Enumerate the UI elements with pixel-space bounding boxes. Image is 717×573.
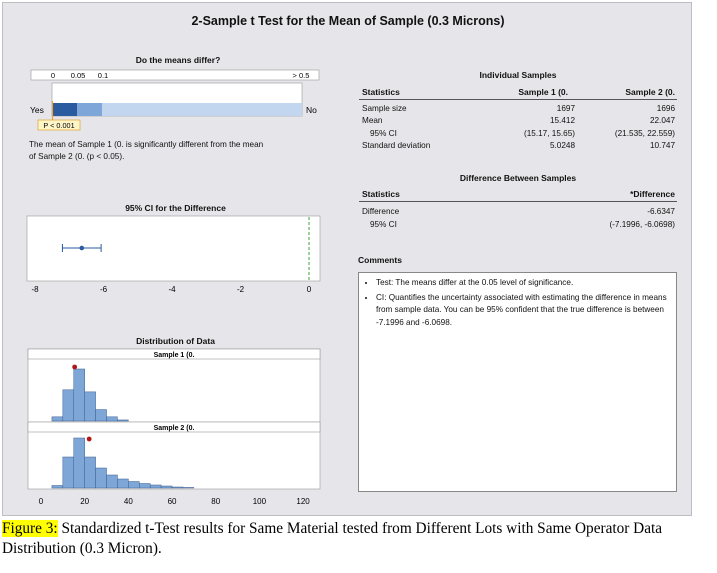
mean-marker-sample2 [86,436,92,442]
diff-header-rule [359,201,677,202]
hist-bar [106,474,118,489]
ind-row-value: 10.747 [649,141,675,150]
diff-header-statistics: Statistics [362,189,400,199]
ind-header-sample1: Sample 1 (0. [518,87,568,97]
comment-test: Test: The means differ at the 0.05 level… [376,277,670,290]
hist-bar [117,419,129,422]
hist-bar [51,416,64,422]
ci-tick-neg4: -4 [168,285,176,294]
dist-tick-60: 60 [168,497,177,506]
figure-caption: Figure 3: Standardized t-Test results fo… [2,519,717,559]
ind-row-label: Sample size [362,104,407,113]
differ-bar-mid [77,103,102,116]
hist-bar [73,368,85,422]
dist-tick-120: 120 [296,497,310,506]
p-value-box [37,119,81,131]
report-title: 2-Sample t Test for the Mean of Sample (… [191,14,505,28]
caption-text: Standardized t-Test results for Same Mat… [2,520,663,557]
difference-title: Difference Between Samples [459,173,577,183]
hist-bar [73,437,85,489]
dist-tick-20: 20 [80,497,89,506]
hist-bar [84,391,96,422]
ind-header-statistics: Statistics [362,87,400,97]
ind-row-value: (15.17, 15.65) [524,129,575,138]
dist-panel2-header [27,421,321,433]
differ-bar-dark [52,103,77,116]
ci-chart: -8 -6 -4 -2 0 [26,215,321,294]
ci-estimate-point [79,245,85,251]
dist-tick-40: 40 [124,497,133,506]
scale-label-01: 0.1 [98,71,108,80]
mean-marker-sample1 [72,364,78,370]
ci-tick-0: 0 [307,285,312,294]
hist-bar [62,389,75,422]
dist-panel1-label: Sample 1 (0. [154,352,195,359]
ind-row-value: 22.047 [649,116,675,125]
individual-samples-title: Individual Samples [479,70,557,80]
diff-row-label: Difference [362,207,400,216]
ind-header-rule [359,99,677,100]
ind-row-value: 1696 [656,104,675,113]
hist-bar [182,487,195,489]
differ-conclusion: The mean of Sample 1 (0. is significantl… [29,139,263,163]
ind-row-label: Standard deviation [362,141,431,150]
ind-row-label: 95% CI [370,129,397,138]
hist-sample1 [51,368,129,422]
hist-bar [51,485,64,489]
dist-panel2-label: Sample 2 (0. [154,425,195,432]
comment-ci: CI: Quantifies the uncertainty associate… [376,292,670,330]
ind-row-value: (21.535, 22.559) [614,129,675,138]
diff-header-difference: *Difference [630,189,675,199]
hist-bar [128,481,140,489]
hist-bar [117,478,129,489]
comments-box: Test: The means differ at the 0.05 level… [358,272,677,492]
dist-tick-0: 0 [39,497,44,506]
scale-label-0: 0 [51,71,55,80]
diff-row-value: (-7.1996, -6.0698) [609,220,675,229]
ind-header-sample2: Sample 2 (0. [625,87,675,97]
differ-chart: 0 0.05 0.1 > 0.5 Yes No P < 0.001 [30,69,320,131]
ind-row-value: 5.0248 [549,141,575,150]
comments-title: Comments [358,255,402,265]
distribution-chart: Sample 1 (0. Sample 2 (0. 0 20 40 60 80 … [27,348,321,506]
ci-tick-neg8: -8 [31,285,39,294]
ind-row-value: 15.412 [549,116,575,125]
ci-tick-neg6: -6 [100,285,108,294]
hist-bar [95,409,107,422]
differ-title: Do the means differ? [135,55,221,65]
hist-sample2 [51,437,195,489]
differ-bar-light [102,103,302,116]
ind-row-label: Mean [362,116,383,125]
no-label: No [306,105,317,115]
hist-bar [149,484,162,489]
diff-row-value: -6.6347 [647,207,675,216]
ci-tick-neg2: -2 [237,285,245,294]
ind-row-value: 1697 [556,104,575,113]
scale-label-005: 0.05 [71,71,86,80]
ci-title: 95% CI for the Difference [125,203,226,213]
dist-tick-80: 80 [211,497,220,506]
dist-title: Distribution of Data [136,336,215,346]
p-value-label: P < 0.001 [43,121,74,130]
hist-bar [84,456,96,489]
scale-label-05: > 0.5 [293,71,310,80]
hist-bar [95,467,107,489]
diff-row-label: 95% CI [370,220,397,229]
hist-bar [139,483,151,489]
report-panel: 2-Sample t Test for the Mean of Sample (… [2,2,692,516]
dist-panel1-header [27,348,321,360]
hist-bar [160,485,173,489]
hist-bar [106,416,118,422]
conclusion-line-1: The mean of Sample 1 (0. is significantl… [29,140,264,149]
hist-bar [171,486,184,489]
yes-label: Yes [30,105,44,115]
conclusion-line-2: of Sample 2 (0. (p < 0.05). [29,152,125,161]
caption-label: Figure 3: [2,520,58,537]
differ-scale-strip [30,69,320,81]
hist-bar [62,456,75,489]
dist-tick-100: 100 [253,497,267,506]
